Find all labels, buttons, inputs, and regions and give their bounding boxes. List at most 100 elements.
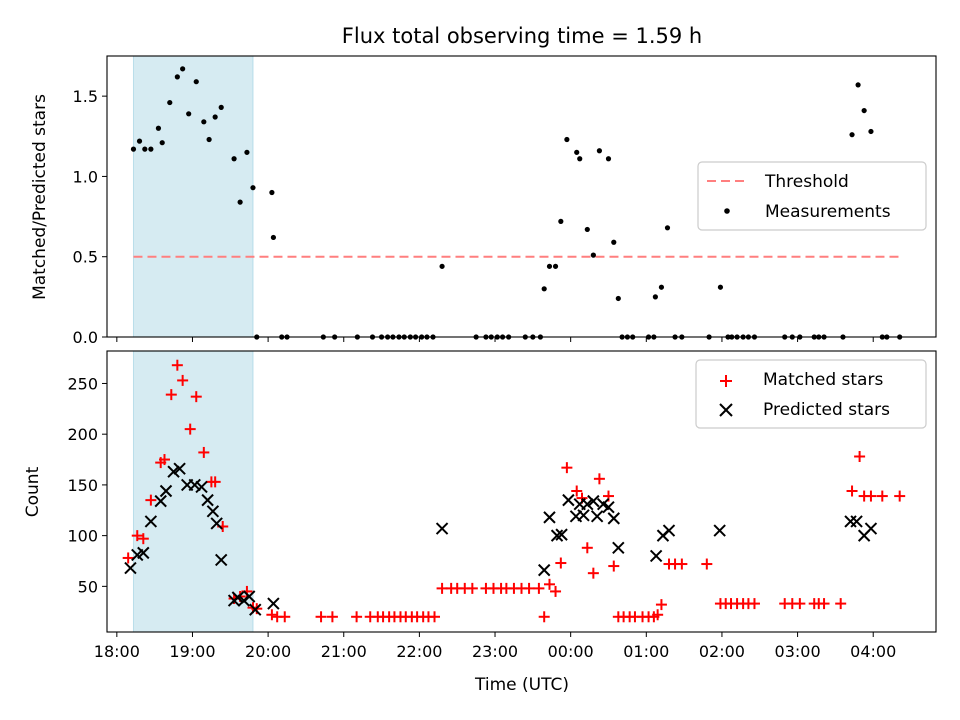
measurement-point	[136, 138, 143, 144]
matched-star-point	[555, 557, 567, 569]
top-y-tick-label: 1.5	[73, 87, 98, 106]
matched-star-point	[131, 530, 143, 542]
measurement-point	[231, 156, 237, 162]
measurement-point	[574, 149, 580, 155]
predicted-star-point	[581, 497, 594, 511]
bottom-x-tick-label: 23:00	[472, 642, 518, 661]
measurement-point	[615, 295, 621, 302]
matched-star-point	[466, 582, 478, 594]
bottom-y-axis: 50 100 150 200 250	[67, 374, 107, 596]
predicted-star-point	[577, 509, 590, 522]
measurement-point	[605, 156, 612, 162]
predicted-star-point	[210, 517, 223, 530]
matched-star-point	[523, 582, 535, 594]
matched-star-point	[593, 473, 605, 485]
measurement-point	[244, 149, 250, 155]
measurement-point	[861, 107, 867, 114]
measurement-point	[577, 156, 583, 162]
matched-star-point	[538, 611, 550, 623]
matched-star-point	[846, 485, 858, 497]
measurement-point	[541, 286, 547, 292]
bottom-xlabel: Time (UTC)	[474, 675, 569, 695]
predicted-stars-points	[124, 462, 878, 616]
matched-star-point	[137, 533, 149, 545]
top-x-ticks	[116, 337, 874, 342]
matched-star-point	[171, 359, 183, 371]
predicted-star-point	[612, 541, 625, 555]
measurement-point	[717, 284, 724, 290]
bottom-shaded-region	[132, 350, 254, 633]
bottom-x-tick-label: 02:00	[699, 642, 745, 661]
measurement-point	[590, 252, 596, 258]
predicted-star-point	[435, 522, 449, 535]
measurement-point	[201, 119, 207, 125]
top-y-tick-label: 0.5	[73, 248, 98, 267]
predicted-star-point	[649, 549, 663, 563]
matched-star-point	[533, 582, 545, 594]
predicted-star-point	[602, 501, 615, 514]
predicted-star-point	[242, 590, 256, 603]
measurement-point	[148, 146, 154, 152]
bottom-y-tick-label: 250	[67, 374, 98, 393]
measurement-point	[584, 226, 590, 233]
measurement-point	[564, 136, 570, 143]
predicted-star-point	[137, 546, 150, 560]
measurement-point	[218, 104, 224, 110]
bottom-panel: 50 100 150 200 250 18:00 19:00 20:00 21:00 22:00…	[23, 350, 937, 695]
matched-star-point	[894, 490, 906, 502]
chart-title: Flux total observing time = 1.59 h	[342, 24, 702, 48]
bottom-x-tick-label: 19:00	[169, 642, 215, 661]
bottom-x-tick-label: 00:00	[548, 642, 594, 661]
matched-star-point	[876, 490, 888, 502]
matched-star-point	[676, 558, 688, 570]
legend-predicted-swatch	[719, 403, 733, 417]
matched-star-point	[198, 446, 210, 458]
predicted-star-point	[562, 493, 575, 507]
predicted-star-point	[124, 561, 137, 575]
top-legend: Threshold Measurements	[697, 161, 927, 231]
measurement-point	[596, 148, 603, 154]
predicted-star-point	[231, 591, 245, 604]
top-y-tick-label: 1.0	[73, 167, 98, 186]
predicted-star-point	[864, 522, 878, 535]
predicted-star-point	[850, 515, 863, 528]
predicted-star-point	[201, 493, 214, 507]
predicted-star-point	[587, 494, 600, 508]
bottom-y-tick-label: 50	[78, 577, 98, 596]
bottom-x-tick-label: 04:00	[850, 642, 896, 661]
predicted-star-point	[159, 484, 173, 498]
measurement-point	[180, 66, 186, 72]
predicted-star-point	[188, 478, 201, 492]
predicted-star-point	[590, 510, 604, 523]
measurement-point	[167, 99, 173, 106]
bottom-x-tick-label: 22:00	[396, 642, 442, 661]
matched-star-point	[145, 494, 157, 506]
matched-star-point	[184, 423, 196, 435]
measurement-point	[270, 234, 277, 241]
matched-star-point	[748, 598, 760, 610]
predicted-star-point	[537, 563, 551, 577]
legend-matched-swatch	[720, 375, 732, 387]
matched-stars-points	[122, 359, 906, 623]
measurement-point	[658, 284, 665, 290]
measurement-point	[155, 125, 162, 131]
measurement-point	[206, 136, 212, 143]
matched-star-point	[543, 578, 555, 590]
matched-star-point	[701, 558, 713, 570]
matched-star-point	[581, 542, 593, 554]
measurement-point	[250, 185, 256, 191]
measurement-point	[130, 146, 137, 152]
matched-star-point	[351, 611, 363, 623]
legend-measurements-swatch	[724, 208, 730, 214]
predicted-star-point	[543, 511, 556, 524]
top-y-tick-label: 0.0	[73, 328, 98, 347]
matched-star-point	[209, 476, 221, 488]
measurement-point	[269, 189, 275, 196]
measurement-point	[611, 239, 617, 245]
predicted-star-point	[550, 529, 564, 542]
matched-star-point	[177, 374, 189, 386]
bottom-plot-frame	[106, 350, 937, 633]
matched-star-point	[326, 611, 338, 623]
matched-star-point	[266, 609, 278, 621]
